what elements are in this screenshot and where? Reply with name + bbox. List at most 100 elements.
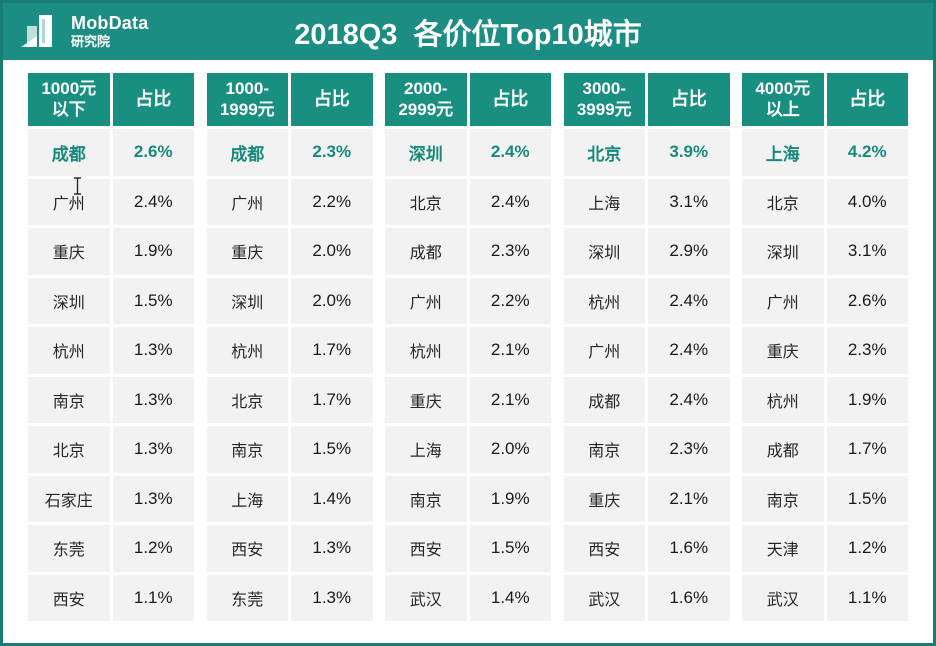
tables-area: 1000元 以下 占比 成都 2.6% 广州 2.4% 重庆 1.9% 深圳 1…	[3, 60, 933, 621]
city-cell: 重庆	[563, 475, 645, 522]
price-band-line2: 2999元	[398, 99, 454, 119]
share-cell: 2.0%	[291, 228, 373, 275]
share-cell: 2.4%	[112, 178, 194, 225]
share-cell: 2.6%	[826, 277, 908, 324]
city-cell: 武汉	[742, 574, 824, 621]
price-band-header-cell: 1000元 以下	[28, 73, 110, 126]
price-band-line1: 1000-	[225, 79, 269, 99]
city-cell: 南京	[563, 426, 645, 473]
share-cell: 2.4%	[469, 129, 551, 176]
city-cell: 成都	[28, 129, 110, 176]
share-cell: 2.4%	[648, 277, 730, 324]
share-cell: 1.3%	[112, 327, 194, 374]
city-cell: 广州	[28, 178, 110, 225]
share-header-cell: 占比	[112, 73, 194, 126]
city-cell: 上海	[563, 178, 645, 225]
price-band-line2: 以上	[765, 99, 800, 119]
share-header-cell: 占比	[826, 73, 908, 126]
share-cell: 1.5%	[291, 426, 373, 473]
city-cell: 成都	[385, 228, 467, 275]
page-title: 2018Q3 各价位Top10城市	[294, 18, 642, 51]
price-band-line1: 2000-	[404, 79, 448, 99]
city-cell: 北京	[206, 376, 288, 423]
share-cell: 2.0%	[291, 277, 373, 324]
share-cell: 1.3%	[112, 426, 194, 473]
share-cell: 1.3%	[291, 525, 373, 572]
share-header-cell: 占比	[291, 73, 373, 126]
share-cell: 1.9%	[112, 228, 194, 275]
city-cell: 西安	[28, 574, 110, 621]
price-band-header-cell: 2000- 2999元	[385, 73, 467, 126]
share-cell: 1.7%	[826, 426, 908, 473]
share-header-cell: 占比	[648, 73, 730, 126]
city-cell: 北京	[385, 178, 467, 225]
share-cell: 1.6%	[648, 525, 730, 572]
share-cell: 1.7%	[291, 376, 373, 423]
share-cell: 2.3%	[826, 327, 908, 374]
share-cell: 2.1%	[648, 475, 730, 522]
price-band-header-cell: 1000- 1999元	[206, 73, 288, 126]
share-cell: 2.4%	[469, 178, 551, 225]
share-cell: 1.3%	[291, 574, 373, 621]
share-cell: 1.9%	[826, 376, 908, 423]
share-cell: 2.2%	[469, 277, 551, 324]
city-cell: 东莞	[206, 574, 288, 621]
city-cell: 西安	[385, 525, 467, 572]
share-cell: 1.5%	[469, 525, 551, 572]
share-cell: 1.3%	[112, 475, 194, 522]
share-cell: 2.9%	[648, 228, 730, 275]
city-cell: 南京	[206, 426, 288, 473]
share-cell: 3.1%	[648, 178, 730, 225]
city-cell: 深圳	[385, 129, 467, 176]
city-cell: 武汉	[385, 574, 467, 621]
city-cell: 南京	[742, 475, 824, 522]
share-cell: 1.1%	[826, 574, 908, 621]
share-cell: 1.7%	[291, 327, 373, 374]
city-cell: 重庆	[742, 327, 824, 374]
share-header-cell: 占比	[469, 73, 551, 126]
share-cell: 2.6%	[112, 129, 194, 176]
share-cell: 2.1%	[469, 327, 551, 374]
brand-logo: MobData 研究院	[3, 10, 148, 54]
share-cell: 1.4%	[469, 574, 551, 621]
price-table: 1000元 以下 占比 成都 2.6% 广州 2.4% 重庆 1.9% 深圳 1…	[28, 73, 194, 621]
city-cell: 深圳	[28, 277, 110, 324]
city-cell: 东莞	[28, 525, 110, 572]
city-cell: 石家庄	[28, 475, 110, 522]
share-cell: 4.2%	[826, 129, 908, 176]
city-cell: 深圳	[563, 228, 645, 275]
city-cell: 南京	[28, 376, 110, 423]
city-cell: 杭州	[385, 327, 467, 374]
city-cell: 北京	[563, 129, 645, 176]
share-cell: 2.0%	[469, 426, 551, 473]
share-cell: 2.3%	[469, 228, 551, 275]
price-table: 4000元 以上 占比 上海 4.2% 北京 4.0% 深圳 3.1% 广州 2…	[742, 73, 908, 621]
share-cell: 3.9%	[648, 129, 730, 176]
city-cell: 广州	[563, 327, 645, 374]
price-band-line1: 1000元	[41, 79, 97, 99]
city-cell: 重庆	[385, 376, 467, 423]
share-cell: 1.4%	[291, 475, 373, 522]
city-cell: 上海	[385, 426, 467, 473]
city-cell: 北京	[742, 178, 824, 225]
city-cell: 深圳	[742, 228, 824, 275]
price-band-header-cell: 4000元 以上	[742, 73, 824, 126]
share-cell: 1.2%	[826, 525, 908, 572]
share-cell: 2.4%	[648, 327, 730, 374]
city-cell: 重庆	[206, 228, 288, 275]
price-table: 2000- 2999元 占比 深圳 2.4% 北京 2.4% 成都 2.3% 广…	[385, 73, 551, 621]
city-cell: 上海	[742, 129, 824, 176]
city-cell: 广州	[742, 277, 824, 324]
price-table: 1000- 1999元 占比 成都 2.3% 广州 2.2% 重庆 2.0% 深…	[206, 73, 373, 621]
city-cell: 南京	[385, 475, 467, 522]
share-cell: 1.6%	[648, 574, 730, 621]
price-band-line2: 3999元	[576, 99, 632, 119]
brand-text: MobData 研究院	[71, 14, 148, 49]
share-cell: 1.3%	[112, 376, 194, 423]
city-cell: 杭州	[742, 376, 824, 423]
share-cell: 2.3%	[648, 426, 730, 473]
city-cell: 成都	[206, 129, 288, 176]
price-band-line1: 4000元	[755, 79, 811, 99]
share-cell: 4.0%	[826, 178, 908, 225]
share-cell: 3.1%	[826, 228, 908, 275]
